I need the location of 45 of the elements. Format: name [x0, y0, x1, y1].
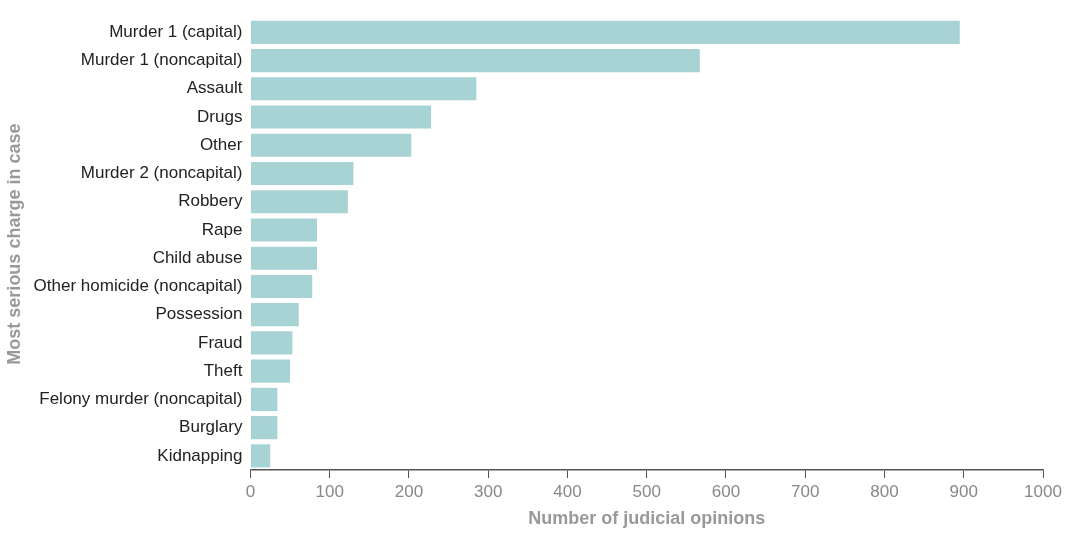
- bar: [250, 48, 700, 73]
- bar: [250, 190, 348, 214]
- bar: [250, 359, 291, 383]
- x-tick-label: 200: [394, 481, 424, 501]
- y-tick-label: Fraud: [198, 332, 243, 352]
- y-tick-label: Theft: [203, 360, 243, 380]
- y-tick-label: Murder 1 (noncapital): [80, 50, 243, 70]
- y-tick-label: Other: [199, 134, 243, 154]
- x-tick-label: 0: [245, 481, 256, 501]
- bar: [250, 387, 278, 411]
- y-tick-label: Burglary: [179, 417, 243, 437]
- bar: [250, 77, 477, 101]
- x-tick-label: 300: [474, 481, 503, 501]
- y-tick-label: Drugs: [197, 106, 243, 126]
- x-tick-label: 1000: [1024, 481, 1062, 501]
- x-tick-label: 100: [315, 481, 344, 501]
- bar: [250, 303, 299, 327]
- y-tick-label: Possession: [155, 304, 243, 324]
- y-tick-label: Assault: [186, 78, 243, 98]
- y-tick-label: Murder 2 (noncapital): [80, 163, 243, 183]
- y-tick-label: Child abuse: [152, 247, 243, 267]
- y-tick-label: Felony murder (noncapital): [39, 389, 243, 409]
- y-tick-label: Robbery: [178, 191, 243, 211]
- bar: [250, 161, 354, 186]
- y-axis-title: Most serious charge in case: [3, 123, 24, 365]
- y-tick-label: Kidnapping: [157, 445, 243, 465]
- bar: [250, 416, 278, 440]
- y-tick-label: Other homicide (noncapital): [33, 276, 243, 296]
- bar: [250, 105, 432, 129]
- bar: [250, 218, 317, 242]
- x-tick-label: 400: [553, 481, 582, 501]
- x-tick-label: 500: [632, 481, 661, 501]
- x-tick-label: 800: [870, 481, 899, 501]
- x-axis-title: Number of judicial opinions: [528, 508, 766, 529]
- x-tick-label: 700: [791, 481, 820, 501]
- bar: [250, 20, 960, 44]
- bar: [250, 444, 271, 468]
- bar: [250, 274, 313, 299]
- x-tick-label: 900: [949, 481, 978, 501]
- bar: [250, 246, 317, 270]
- x-tick-label: 600: [711, 481, 741, 501]
- bar: [250, 331, 293, 355]
- y-tick-label: Murder 1 (capital): [109, 22, 243, 42]
- bar: [250, 133, 412, 157]
- y-tick-label: Rape: [201, 219, 243, 239]
